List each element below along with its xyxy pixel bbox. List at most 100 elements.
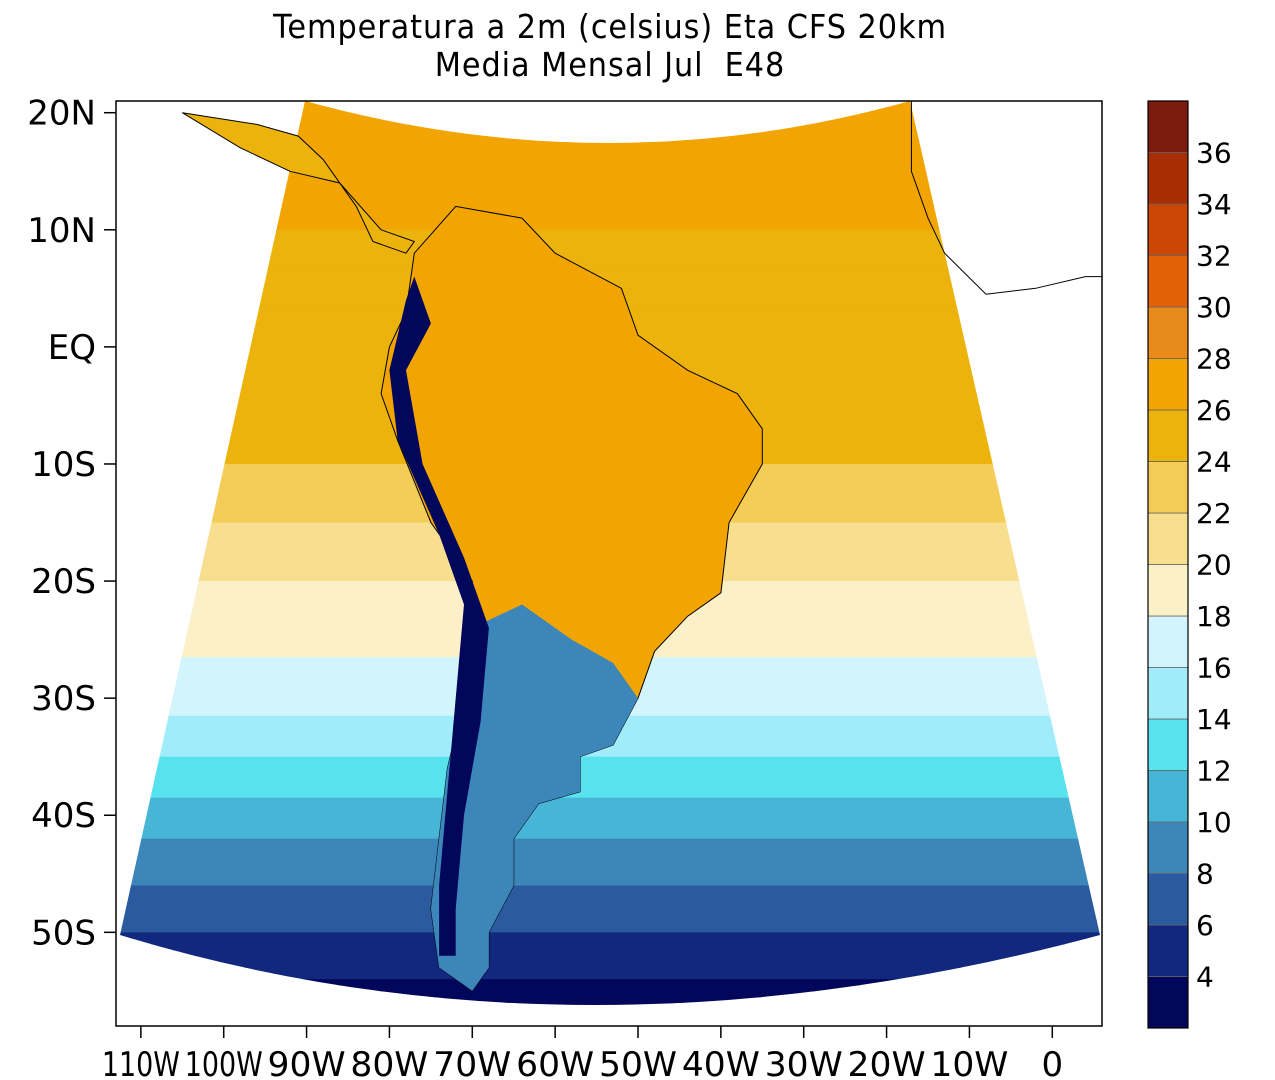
colorbar-label: 10 [1196, 806, 1232, 839]
colorbar-label: 6 [1196, 909, 1214, 942]
colorbar-swatch [1147, 770, 1189, 823]
temperature-band [120, 920, 1100, 928]
x-tick-label: 10W [930, 1045, 1008, 1080]
y-tick-label: 40S [31, 796, 96, 836]
temperature-band [120, 797, 1100, 805]
temperature-band [120, 967, 1100, 974]
temperature-band [120, 914, 1100, 922]
temperature-band [120, 973, 1100, 980]
colorbar-label: 22 [1196, 497, 1232, 530]
y-tick-label: 30S [31, 679, 96, 719]
colorbar-swatch [1147, 924, 1189, 977]
temperature-band [120, 235, 1100, 243]
temperature-band [120, 903, 1100, 910]
temperature-band [120, 774, 1100, 781]
africa-coastline [910, 101, 1103, 295]
colorbar-swatch [1147, 718, 1189, 771]
temperature-band [120, 809, 1100, 816]
x-tick-label: 110W [102, 1045, 180, 1080]
chart-title: Temperatura a 2m (celsius) Eta CFS 20km [273, 7, 947, 46]
chart-subtitle: Media Mensal Jul E48 [434, 45, 786, 84]
colorbar-swatch [1147, 976, 1189, 1029]
temperature-band [120, 247, 1100, 254]
temperature-band [120, 264, 1100, 272]
temperature-band [120, 780, 1100, 787]
temperature-band [120, 744, 1100, 752]
temperature-band [120, 171, 1100, 178]
temperature-band [120, 938, 1100, 945]
colorbar-label: 8 [1196, 858, 1214, 891]
temperature-band [120, 990, 1100, 998]
colorbar-swatch [1147, 564, 1189, 617]
y-tick-label: 10N [27, 211, 96, 251]
colorbar-label: 26 [1196, 394, 1232, 427]
x-tick-label: 70W [433, 1045, 511, 1080]
temperature-band [120, 141, 1100, 149]
temperature-band [120, 844, 1100, 851]
temperature-band [120, 165, 1100, 172]
temperature-band [120, 750, 1100, 758]
colorbar-swatch [1147, 461, 1189, 514]
colorbar-label: 28 [1196, 343, 1232, 376]
temperature-band [116, 1014, 1102, 1020]
y-tick-label: 50S [31, 913, 96, 953]
colorbar-label: 12 [1196, 755, 1232, 788]
andes-ridge [389, 276, 489, 956]
temperature-band [120, 106, 1100, 114]
x-tick-label: 50W [599, 1045, 677, 1080]
x-tick-label: 40W [682, 1045, 760, 1080]
temperature-band [120, 206, 1100, 213]
y-tick-label: 10S [31, 445, 96, 485]
colorbar-swatch [1147, 512, 1189, 565]
y-axis: 20N 10N EQ 10S 20S 30S 40S 50S [27, 94, 116, 953]
temperature-band [120, 826, 1100, 834]
x-axis: 110W 100W 90W 80W 70W 60W 50W 40W 30W 20W 10W 0 [102, 1026, 1063, 1080]
temperature-band [120, 850, 1100, 857]
y-tick-label: 20N [27, 94, 96, 134]
colorbar-swatch [1147, 306, 1189, 359]
colorbar-swatch [1147, 821, 1189, 874]
temperature-band [120, 791, 1100, 799]
temperature-band [120, 756, 1100, 764]
temperature-band [120, 1002, 1100, 1005]
temperature-band [120, 979, 1100, 986]
temperature-band [120, 785, 1100, 793]
colorbar-swatch [1147, 667, 1189, 720]
temperature-band [120, 815, 1100, 822]
y-tick-label: 20S [31, 562, 96, 602]
temperature-band [120, 194, 1100, 202]
temperature-band [120, 159, 1100, 166]
colorbar-label: 14 [1196, 703, 1232, 736]
colorbar-swatch [1147, 873, 1189, 926]
temperature-band [120, 985, 1100, 992]
plot-frame [115, 100, 1103, 1027]
colorbar-frame [1147, 100, 1189, 1029]
colorbar-swatch [1147, 152, 1189, 205]
temperature-band [120, 856, 1100, 863]
colorbar-swatch [1147, 358, 1189, 411]
colorbar-label: 18 [1196, 600, 1232, 633]
central-america-landmass [182, 112, 416, 254]
x-tick-label: 20W [848, 1045, 926, 1080]
temperature-band [120, 188, 1100, 196]
temperature-band [120, 891, 1100, 898]
colorbar-label: 16 [1196, 652, 1232, 685]
y-tick-label: EQ [48, 328, 96, 368]
temperature-band [120, 885, 1100, 892]
temperature-band [120, 218, 1100, 225]
temperature-band [120, 101, 1100, 108]
colorbar-label: 24 [1196, 446, 1232, 479]
temperature-band [120, 961, 1100, 969]
temperature-band [120, 867, 1100, 875]
temperature-band [120, 147, 1100, 155]
colorbar-label: 34 [1196, 188, 1232, 221]
x-tick-label: 60W [516, 1045, 594, 1080]
temperature-band [120, 821, 1100, 828]
temperature-band [120, 926, 1100, 933]
temperature-band [120, 200, 1100, 207]
temperature-band [120, 949, 1100, 957]
colorbar-swatch [1147, 255, 1189, 308]
colorbar-label: 20 [1196, 549, 1232, 582]
colorbar-label: 30 [1196, 291, 1232, 324]
